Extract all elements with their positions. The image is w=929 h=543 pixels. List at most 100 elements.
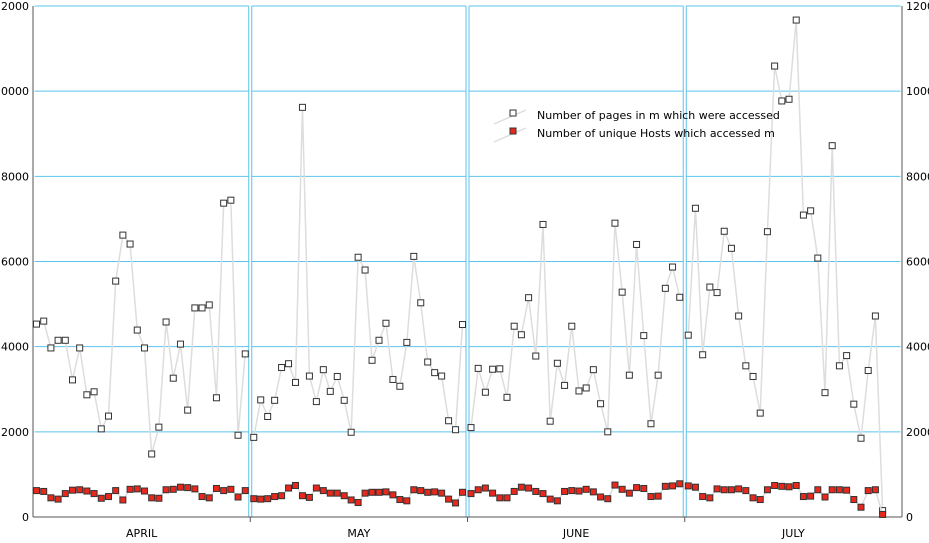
hosts-point xyxy=(814,486,822,494)
pages-point xyxy=(691,204,699,212)
pages-point xyxy=(640,332,648,340)
hosts-point xyxy=(68,486,76,494)
pages-point xyxy=(191,304,199,312)
pages-point xyxy=(234,431,242,439)
legend-label-pages: Number of pages in m which were accessed xyxy=(537,109,780,122)
pages-point xyxy=(68,376,76,384)
pages-point xyxy=(184,406,192,414)
hosts-point xyxy=(212,484,220,492)
hosts-point xyxy=(647,493,655,501)
pages-point xyxy=(532,352,540,360)
pages-point xyxy=(582,384,590,392)
hosts-point xyxy=(83,487,91,495)
hosts-point xyxy=(489,489,497,497)
hosts-point xyxy=(220,487,228,495)
pages-point xyxy=(459,321,466,329)
pages-point xyxy=(684,331,692,339)
pages-line xyxy=(253,107,464,438)
hosts-point xyxy=(264,495,272,503)
pages-point xyxy=(319,366,327,374)
pages-point xyxy=(503,393,511,401)
hosts-point xyxy=(417,487,425,495)
hosts-point xyxy=(850,496,858,504)
pages-point xyxy=(438,372,446,380)
hosts-point xyxy=(140,487,148,495)
pages-point xyxy=(162,318,170,326)
pages-point xyxy=(735,312,743,320)
hosts-point xyxy=(61,490,69,498)
pages-point xyxy=(220,199,228,207)
pages-point xyxy=(155,423,163,431)
pages-point xyxy=(212,394,220,402)
pages-point xyxy=(814,254,822,262)
hosts-point xyxy=(525,484,533,492)
legend-line-pages xyxy=(493,109,527,125)
pages-point xyxy=(763,228,771,236)
pages-point xyxy=(727,244,735,252)
hosts-point xyxy=(155,494,163,502)
hosts-point xyxy=(510,487,518,495)
pages-line xyxy=(470,223,681,433)
hosts-point xyxy=(40,487,48,495)
hosts-point xyxy=(278,492,286,500)
hosts-point xyxy=(176,483,184,491)
hosts-point xyxy=(553,497,561,505)
y-tick-label-right: 4000 xyxy=(906,341,929,354)
hosts-point xyxy=(618,485,626,493)
hosts-point xyxy=(97,494,105,502)
hosts-point xyxy=(843,486,851,494)
pages-point xyxy=(669,263,677,271)
hosts-point xyxy=(271,493,279,501)
pages-point xyxy=(597,400,605,408)
hosts-point xyxy=(828,486,836,494)
hosts-point xyxy=(305,493,313,501)
pages-point xyxy=(250,433,258,441)
hosts-point xyxy=(298,492,306,500)
hosts-point xyxy=(162,486,170,494)
pages-point xyxy=(227,196,235,204)
legend: Number of pages in m which were accessed… xyxy=(493,109,780,143)
hosts-point xyxy=(424,488,432,496)
y-tick-label-right: 6000 xyxy=(906,256,929,269)
hosts-point xyxy=(347,496,355,504)
pages-point xyxy=(807,207,815,215)
pages-point xyxy=(452,426,460,434)
pages-point xyxy=(871,312,879,320)
hosts-point xyxy=(205,494,213,502)
hosts-point xyxy=(821,493,829,501)
hosts-point xyxy=(879,510,887,518)
hosts-point xyxy=(112,487,120,495)
hosts-point xyxy=(33,487,40,495)
pages-point xyxy=(83,391,91,399)
y-tick-label-left: 2000 xyxy=(1,426,29,439)
pages-point xyxy=(771,62,779,70)
hosts-point xyxy=(763,486,771,494)
pages-point xyxy=(445,417,453,425)
pages-point xyxy=(835,362,843,370)
hosts-point xyxy=(720,486,728,494)
pages-point xyxy=(382,319,390,327)
hosts-point xyxy=(713,485,721,493)
y-tick-label-right: 10000 xyxy=(906,85,929,98)
hosts-point xyxy=(198,493,206,501)
hosts-point xyxy=(250,495,258,503)
hosts-point xyxy=(532,487,540,495)
pages-point xyxy=(720,227,728,235)
pages-point xyxy=(561,381,569,389)
hosts-point xyxy=(857,503,865,511)
pages-line xyxy=(36,199,246,455)
pages-point xyxy=(864,367,872,375)
hosts-point xyxy=(661,482,669,490)
hosts-point xyxy=(368,488,376,496)
hosts-point xyxy=(749,494,757,502)
pages-point xyxy=(389,375,397,383)
pages-point xyxy=(713,289,721,297)
pages-point xyxy=(857,434,865,442)
pages-point xyxy=(618,288,626,296)
hosts-point xyxy=(54,495,62,503)
hosts-point xyxy=(589,488,597,496)
pages-point xyxy=(799,211,807,219)
hosts-point xyxy=(410,486,418,494)
y-tick-label-right: 2000 xyxy=(906,426,929,439)
pages-point xyxy=(271,396,279,404)
